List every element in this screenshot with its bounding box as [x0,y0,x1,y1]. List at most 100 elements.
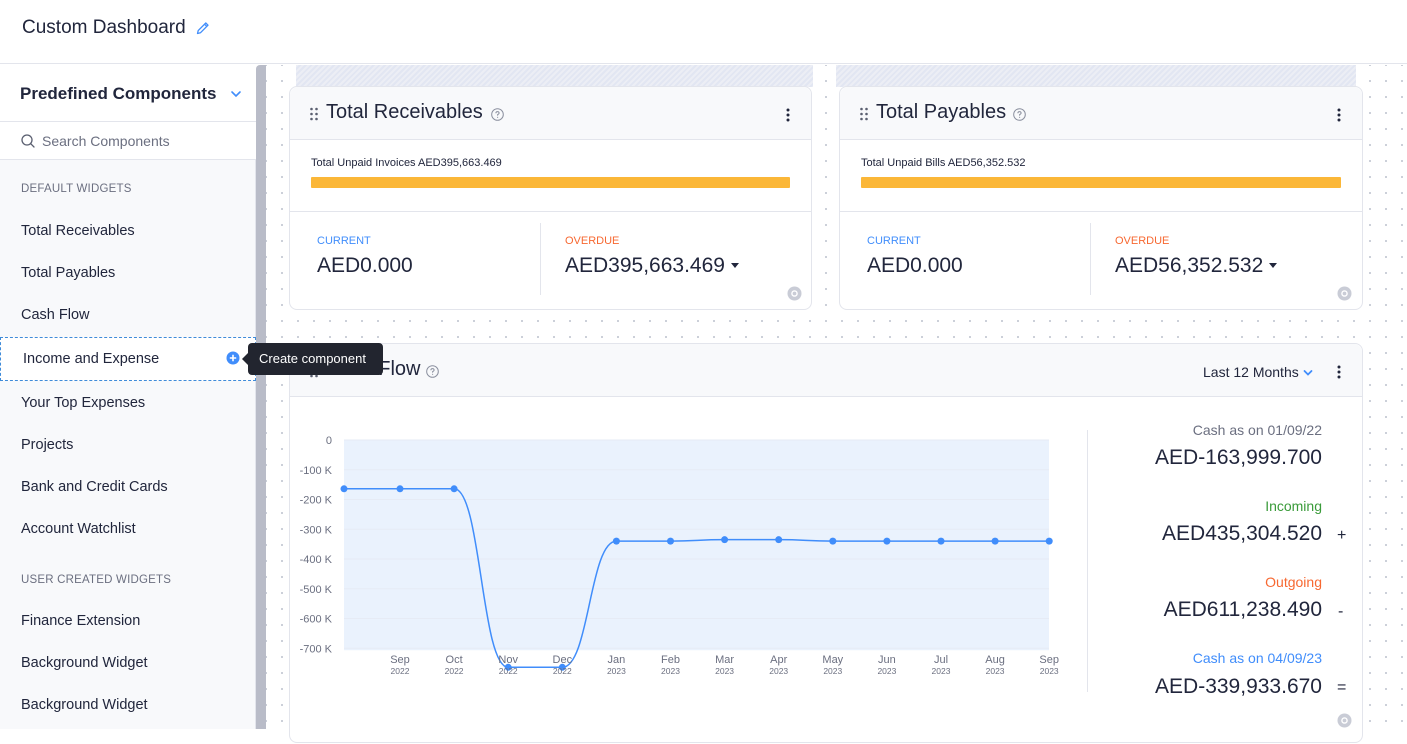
sidebar-item-finance-extension[interactable]: Finance Extension [21,613,141,629]
sidebar-item-income-expense[interactable]: Income and Expense [0,337,256,381]
cashflow-chart: 0 -100 K -200 K -300 K -400 K -500 K -600 K -70… [300,435,1059,676]
components-sidebar: Predefined Components DEFAULT WIDGETS To… [0,65,256,729]
x-tick-year: 2023 [877,666,896,676]
unpaid-progress-bar [311,177,790,188]
unpaid-progress-bar [861,177,1341,188]
overdue-label: OVERDUE [565,235,620,247]
help-icon[interactable] [1013,108,1026,121]
sidebar-header[interactable]: Predefined Components [0,65,256,122]
opening-cash-label: Cash as on 01/09/22 [1192,422,1322,438]
search-input[interactable] [42,128,242,154]
data-point [721,536,729,544]
drop-zone-stripe [836,65,1356,87]
data-point [883,537,891,545]
data-point [937,537,945,545]
x-tick-label: Apr [770,654,787,666]
payables-card: Total Payables Total Unpaid Bills AED56,… [839,86,1363,310]
receivables-card: Total Receivables Total Unpaid Invoices … [289,86,812,310]
x-tick-label: Jun [878,654,896,666]
more-options-icon[interactable] [1337,107,1341,123]
x-tick-year: 2023 [607,666,626,676]
sidebar-item-account-watchlist[interactable]: Account Watchlist [21,521,136,537]
caret-down-icon [1269,263,1278,269]
minus-sign: - [1338,603,1344,620]
y-tick-label: 0 [326,435,332,447]
sidebar-item-total-payables[interactable]: Total Payables [21,265,116,281]
period-dropdown[interactable]: Last 12 Months [1203,364,1313,380]
sidebar-item-cash-flow[interactable]: Cash Flow [21,307,90,323]
drag-handle-icon[interactable] [309,107,319,121]
sidebar-item-projects[interactable]: Projects [21,437,74,453]
search-icon [21,134,35,148]
chart-plot-area [344,440,1049,651]
pencil-icon[interactable] [195,20,211,36]
x-tick-label: Feb [661,654,680,666]
current-value: AED0.000 [317,254,413,277]
x-tick-label: Nov [498,654,518,666]
sidebar-scrollbar[interactable] [256,65,266,729]
unpaid-progress-fill [861,177,1341,188]
x-tick-label: May [822,654,843,666]
current-label: CURRENT [867,235,921,247]
data-point [340,485,348,493]
x-tick-label: Jan [608,654,626,666]
opening-cash-value: AED-163,999.700 [1155,446,1322,469]
settings-icon[interactable] [787,286,802,301]
data-point [775,536,783,544]
drag-handle-icon[interactable] [859,107,869,121]
x-tick-year: 2023 [1040,666,1059,676]
scrollbar-thumb[interactable] [256,65,266,729]
section-default-widgets: DEFAULT WIDGETS [21,183,132,195]
divider [840,211,1362,212]
chevron-down-icon[interactable] [229,87,243,101]
page-title: Custom Dashboard [22,17,186,38]
overdue-value-dropdown[interactable]: AED395,663.469 [565,254,739,278]
y-tick-label: -500 K [300,584,333,596]
data-point [829,537,837,545]
settings-icon[interactable] [1337,713,1352,728]
outgoing-value: AED611,238.490 [1163,598,1322,621]
data-point [504,663,512,671]
page-header: Custom Dashboard [0,0,1407,64]
sidebar-item-background-widget[interactable]: Background Widget [21,655,148,671]
sidebar-item-top-expenses[interactable]: Your Top Expenses [21,395,146,411]
add-circle-icon[interactable] [226,351,240,365]
settings-icon[interactable] [1337,286,1352,301]
more-options-icon[interactable] [1337,364,1341,380]
card-header: Total Receivables [290,87,811,140]
outgoing-label: Outgoing [1265,574,1322,590]
x-tick-year: 2023 [932,666,951,676]
cashflow-card: Cash Flow Last 12 Months 0-100 K-200 K-3… [289,343,1363,743]
overdue-value-dropdown[interactable]: AED56,352.532 [1115,254,1278,278]
card-title: Total Receivables [326,101,483,123]
overdue-value: AED56,352.532 [1115,254,1264,277]
y-tick-label: -200 K [300,495,333,507]
drop-zone-stripe [296,65,813,87]
y-tick-label: -400 K [300,554,333,566]
x-tick-year: 2023 [769,666,788,676]
sidebar-item-label: Income and Expense [23,351,160,367]
more-options-icon[interactable] [786,107,790,123]
y-tick-label: -300 K [300,524,333,536]
card-header: Total Payables [840,87,1362,140]
x-tick-label: Jul [934,654,948,666]
y-tick-label: -700 K [300,643,333,655]
sidebar-item-bank-cards[interactable]: Bank and Credit Cards [21,479,168,495]
sidebar-item-background-widget[interactable]: Background Widget [21,697,148,713]
unpaid-invoices-label: Total Unpaid Invoices AED395,663.469 [311,157,502,169]
series-line [344,488,1050,669]
x-tick-year: 2023 [823,666,842,676]
card-title: Total Payables [876,101,1007,123]
chevron-down-icon [1303,370,1313,377]
sidebar-item-total-receivables[interactable]: Total Receivables [21,223,135,239]
overdue-label: OVERDUE [1115,235,1170,247]
help-icon[interactable] [491,108,504,121]
data-point [558,663,566,671]
x-tick-label: Aug [985,654,1005,666]
data-point [450,485,458,493]
unpaid-progress-fill [311,177,790,188]
x-tick-label: Dec [553,654,573,666]
section-user-widgets: USER CREATED WIDGETS [21,574,172,586]
help-icon[interactable] [426,365,439,378]
data-point [1045,537,1053,545]
